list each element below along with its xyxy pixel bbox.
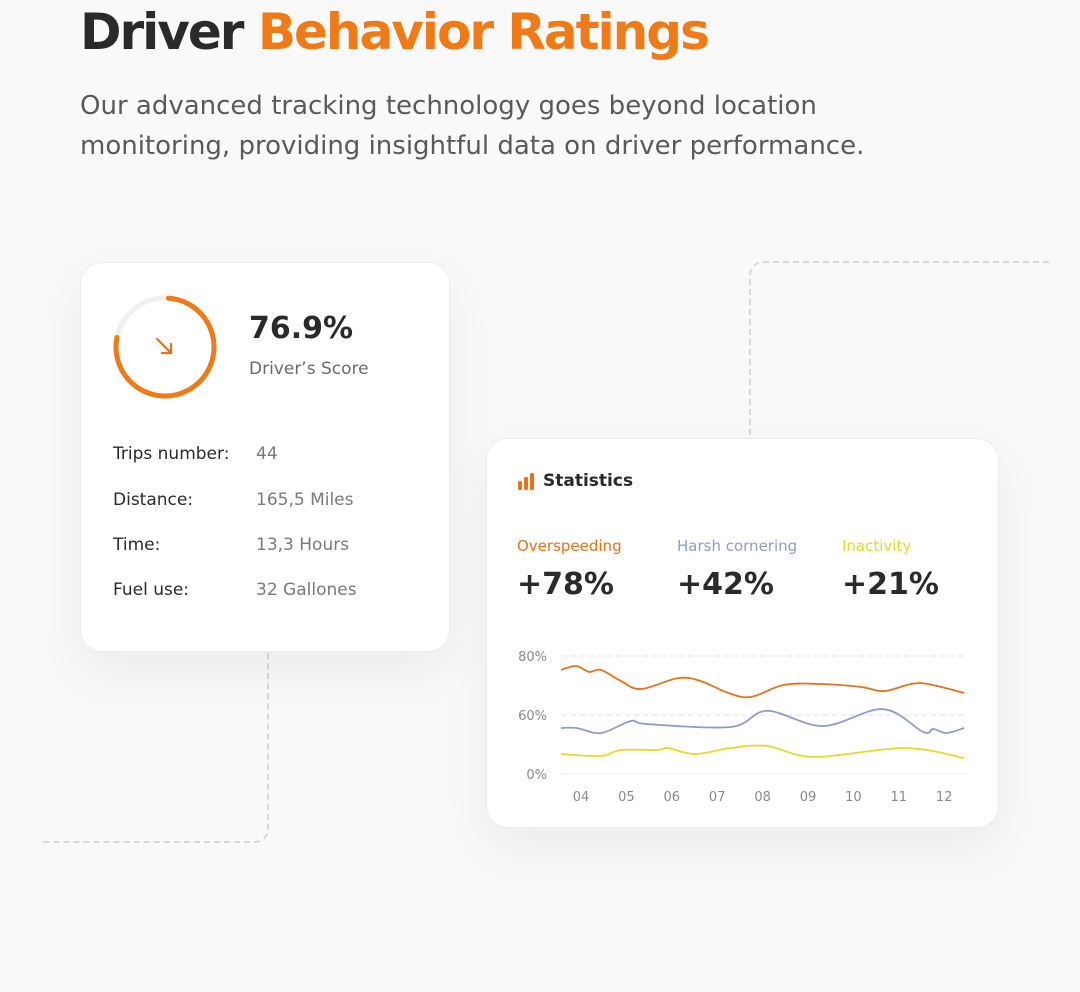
y-tick-label: 80% xyxy=(518,650,547,665)
statistics-line-chart: 80% 60% 0% 04 05 06 07 08 09 10 11 12 xyxy=(518,650,967,805)
x-tick-label: 09 xyxy=(800,790,817,805)
trips-label: Trips number: xyxy=(113,444,230,464)
title-part-2: Behavior Ratings xyxy=(257,3,710,61)
x-tick-label: 10 xyxy=(845,790,862,805)
metric-label-inactivity: Inactivity xyxy=(842,537,912,555)
fuel-value: 32 Gallones xyxy=(256,580,357,600)
statistics-title: Statistics xyxy=(543,471,634,491)
x-tick-label: 08 xyxy=(754,790,771,805)
distance-label: Distance: xyxy=(113,490,194,510)
page-title: Driver Behavior Ratings xyxy=(80,2,710,62)
connector-line xyxy=(749,261,1049,441)
x-tick-label: 04 xyxy=(573,790,590,805)
score-ring-progress xyxy=(113,295,217,399)
metric-label-overspeeding: Overspeeding xyxy=(517,537,622,555)
distance-value: 165,5 Miles xyxy=(256,490,354,510)
score-label: Driver’s Score xyxy=(249,359,369,379)
metric-value-overspeeding: +78% xyxy=(517,567,614,602)
metric-value-harsh-cornering: +42% xyxy=(677,567,774,602)
metric-label-harsh-cornering: Harsh cornering xyxy=(677,537,798,555)
series-line-harsh-cornering xyxy=(561,708,965,735)
driver-score-card: 76.9% Driver’s Score Trips number: 44 Di… xyxy=(80,262,450,652)
bar-chart-icon xyxy=(518,473,534,490)
score-value: 76.9% xyxy=(249,311,354,346)
arrow-down-right-icon xyxy=(155,337,173,355)
time-value: 13,3 Hours xyxy=(256,535,350,555)
metric-value-inactivity: +21% xyxy=(842,567,939,602)
statistics-card: Statistics Overspeeding +78% Harsh corne… xyxy=(486,438,999,828)
connector-line xyxy=(40,650,269,843)
x-tick-label: 12 xyxy=(936,790,953,805)
x-tick-label: 11 xyxy=(891,790,908,805)
time-label: Time: xyxy=(113,535,161,555)
x-tick-label: 05 xyxy=(618,790,635,805)
y-tick-label: 60% xyxy=(518,709,547,724)
score-ring xyxy=(113,295,217,399)
y-tick-label: 0% xyxy=(526,768,547,783)
x-tick-label: 06 xyxy=(664,790,681,805)
page-subtitle: Our advanced tracking technology goes be… xyxy=(80,91,865,161)
series-line-inactivity xyxy=(560,744,965,759)
series-line-overspeeding xyxy=(560,665,965,699)
x-tick-label: 07 xyxy=(709,790,726,805)
trips-value: 44 xyxy=(256,444,278,464)
fuel-label: Fuel use: xyxy=(113,580,190,600)
title-part-1: Driver xyxy=(80,3,244,61)
